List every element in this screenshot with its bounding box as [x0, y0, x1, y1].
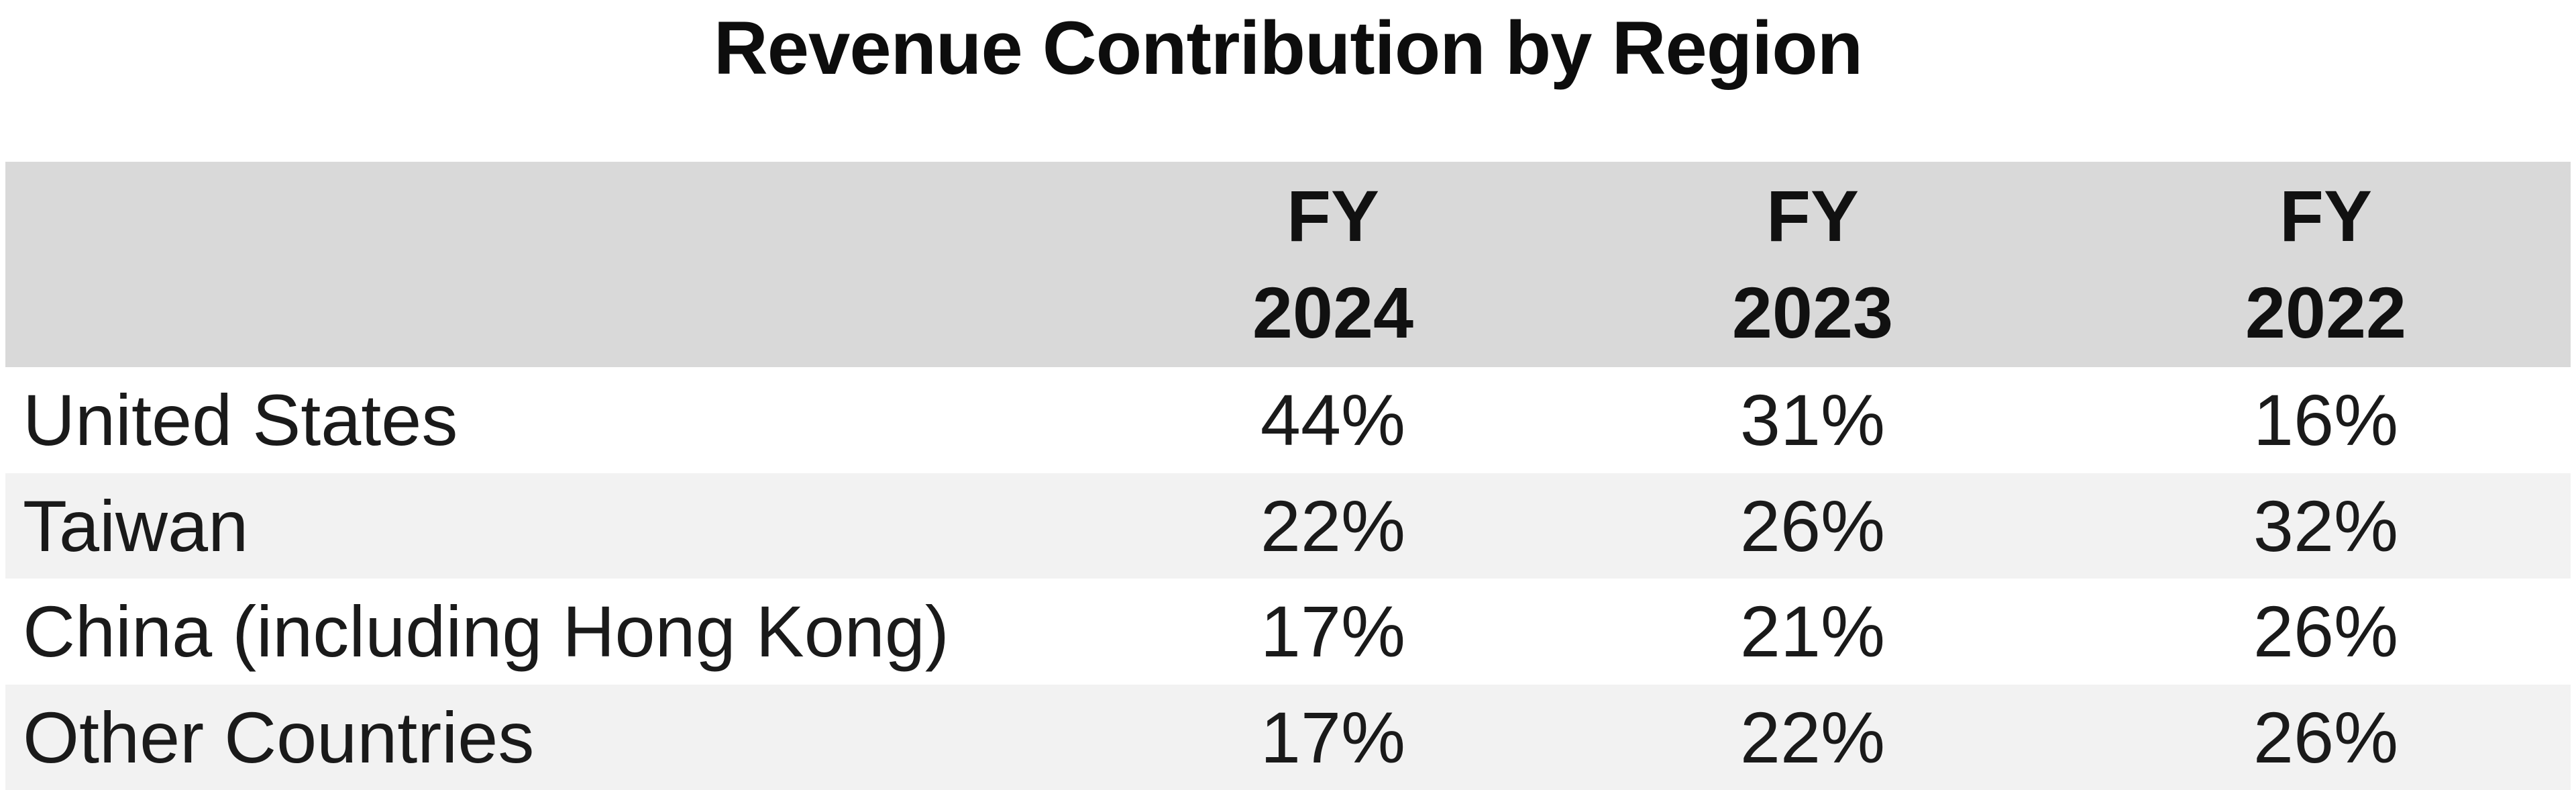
col-header-fy2024-line1: FY — [1286, 175, 1379, 257]
col-header-fy2023-line1: FY — [1766, 175, 1859, 257]
region-cell: Taiwan — [23, 485, 249, 566]
col-header-fy2022-line1: FY — [2279, 175, 2372, 257]
value-cell-fy2022: 32% — [2253, 485, 2399, 566]
table-body: United States 44% 31% 16% Taiwan 22% 26%… — [5, 367, 2571, 790]
value-cell-fy2024: 17% — [1260, 591, 1406, 673]
col-header-fy2023: FY 2023 — [1544, 162, 2081, 367]
value-cell-fy2023: 31% — [1739, 379, 1886, 461]
value-cell-fy2023: 21% — [1739, 591, 1886, 673]
table-header: FY 2024 FY 2023 FY 2022 — [5, 162, 2571, 367]
region-cell: Other Countries — [23, 696, 535, 778]
col-header-fy2023-line2: 2023 — [1731, 272, 1894, 353]
value-cell-fy2022: 26% — [2253, 591, 2399, 673]
region-cell: China (including Hong Kong) — [23, 591, 949, 673]
table-row-taiwan: Taiwan 22% 26% 32% — [5, 473, 2571, 579]
table-row-china: China (including Hong Kong) 17% 21% 26% — [5, 579, 2571, 685]
value-cell-fy2023: 26% — [1739, 485, 1886, 566]
table-row-united-states: United States 44% 31% 16% — [5, 367, 2571, 473]
value-cell-fy2024: 44% — [1260, 379, 1406, 461]
col-header-fy2022: FY 2022 — [2081, 162, 2571, 367]
header-row: FY 2024 FY 2023 FY 2022 — [5, 162, 2571, 367]
region-cell: United States — [23, 379, 458, 461]
value-cell-fy2022: 16% — [2253, 379, 2399, 461]
col-header-fy2024: FY 2024 — [1122, 162, 1544, 367]
table-row-other-countries: Other Countries 17% 22% 26% — [5, 684, 2571, 790]
value-cell-fy2024: 17% — [1260, 696, 1406, 778]
value-cell-fy2022: 26% — [2253, 696, 2399, 778]
value-cell-fy2024: 22% — [1260, 485, 1406, 566]
region-header-cell — [5, 162, 1122, 367]
value-cell-fy2023: 22% — [1739, 696, 1886, 778]
col-header-fy2024-line2: 2024 — [1252, 272, 1414, 353]
chart-title: Revenue Contribution by Region — [713, 6, 1863, 90]
revenue-by-region-table: FY 2024 FY 2023 FY 2022 United States 44… — [5, 162, 2571, 790]
col-header-fy2022-line2: 2022 — [2245, 272, 2407, 353]
